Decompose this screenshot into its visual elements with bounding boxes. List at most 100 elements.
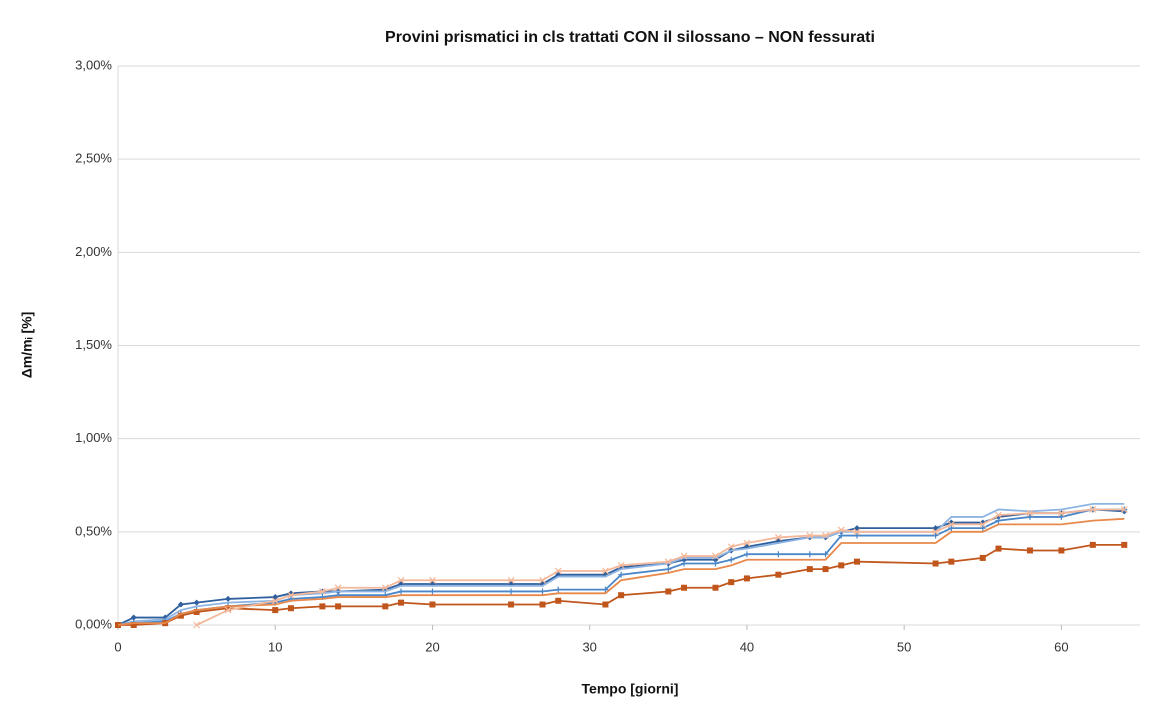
- x-tick-label: 50: [897, 639, 911, 654]
- marker: [1121, 541, 1128, 548]
- marker: [130, 622, 137, 628]
- marker: [508, 588, 515, 595]
- marker: [664, 558, 672, 566]
- marker: [618, 592, 625, 599]
- y-axis-title: Δm/mᵢ [%]: [19, 312, 35, 379]
- marker: [806, 532, 814, 539]
- marker: [398, 599, 405, 606]
- series-line: [118, 543, 1125, 626]
- marker: [727, 543, 735, 551]
- chart-title: Provini prismatici in cls trattati CON i…: [385, 29, 875, 46]
- marker: [429, 588, 436, 595]
- marker: [979, 525, 986, 532]
- marker: [1089, 541, 1096, 548]
- x-tick-label: 20: [425, 639, 439, 654]
- marker: [555, 597, 562, 604]
- marker: [932, 560, 939, 567]
- marker: [1089, 506, 1097, 513]
- marker: [287, 591, 295, 599]
- y-tick-label: 1,50%: [75, 337, 112, 352]
- y-tick-label: 0,50%: [75, 523, 112, 538]
- marker: [224, 606, 232, 614]
- series-line: [117, 502, 1125, 626]
- marker: [272, 607, 279, 614]
- y-tick-label: 0,00%: [75, 616, 112, 631]
- marker: [712, 552, 719, 560]
- marker: [335, 603, 342, 610]
- marker: [1057, 509, 1065, 517]
- y-tick-label: 3,00%: [75, 57, 112, 72]
- marker: [681, 584, 688, 591]
- marker: [822, 551, 829, 558]
- marker: [712, 560, 719, 567]
- y-tick-label: 1,00%: [75, 430, 112, 445]
- marker: [554, 567, 562, 575]
- marker: [743, 539, 751, 547]
- marker: [193, 608, 200, 615]
- marker: [381, 584, 389, 592]
- marker: [397, 576, 405, 584]
- marker: [995, 517, 1002, 524]
- marker: [743, 575, 750, 582]
- marker: [617, 561, 625, 569]
- marker: [130, 614, 137, 621]
- marker: [680, 552, 688, 560]
- marker: [398, 588, 405, 595]
- x-axis-title: Tempo [giorni]: [582, 681, 679, 697]
- marker: [382, 603, 389, 610]
- marker: [775, 571, 782, 578]
- marker: [539, 576, 546, 584]
- marker: [775, 551, 782, 558]
- marker: [979, 520, 987, 528]
- marker: [555, 586, 562, 593]
- marker: [429, 601, 436, 608]
- marker: [601, 567, 609, 575]
- marker: [774, 533, 782, 541]
- marker: [948, 525, 955, 532]
- marker: [681, 560, 688, 567]
- marker: [193, 621, 201, 629]
- marker: [1058, 547, 1065, 554]
- marker: [602, 601, 609, 608]
- marker: [334, 584, 342, 592]
- marker: [853, 528, 861, 536]
- x-tick-label: 0: [114, 639, 121, 654]
- marker: [507, 576, 515, 584]
- marker: [225, 605, 232, 612]
- marker: [318, 588, 326, 595]
- marker: [319, 603, 326, 610]
- series-line: [117, 508, 1125, 626]
- marker: [806, 566, 813, 573]
- marker: [177, 612, 184, 619]
- series-line: [196, 508, 1125, 626]
- marker: [948, 558, 955, 565]
- series-line: [117, 508, 1125, 626]
- marker: [822, 532, 829, 539]
- marker: [947, 520, 955, 528]
- marker: [932, 532, 939, 539]
- x-tick-label: 40: [740, 639, 754, 654]
- marker: [539, 588, 546, 595]
- marker: [932, 528, 940, 536]
- marker: [539, 601, 546, 608]
- marker: [728, 556, 735, 563]
- marker: [1120, 506, 1128, 513]
- marker: [193, 599, 200, 606]
- marker: [618, 571, 625, 578]
- marker: [743, 551, 750, 558]
- marker: [837, 526, 845, 534]
- marker: [429, 576, 436, 584]
- y-tick-label: 2,50%: [75, 151, 112, 166]
- marker: [287, 605, 294, 612]
- x-tick-label: 30: [582, 639, 596, 654]
- marker: [728, 579, 735, 586]
- y-tick-label: 2,00%: [75, 244, 112, 259]
- marker: [822, 566, 829, 573]
- series-line: [117, 517, 1125, 626]
- marker: [979, 554, 986, 561]
- marker: [1026, 513, 1033, 520]
- marker: [225, 595, 232, 602]
- x-tick-label: 10: [268, 639, 282, 654]
- marker: [1058, 513, 1065, 520]
